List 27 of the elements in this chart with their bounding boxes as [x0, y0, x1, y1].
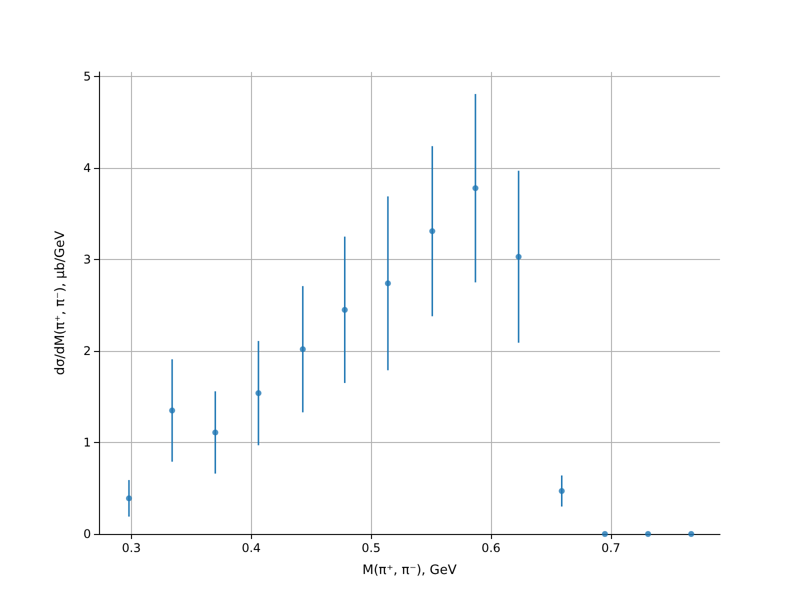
point [516, 254, 522, 260]
x-tick-label: 0.6 [481, 541, 501, 555]
x-tick-label: 0.7 [601, 541, 620, 555]
point [472, 185, 478, 192]
y-tick-label: 3 [83, 252, 91, 267]
y-axis-title: dσ/dM(π⁺, π⁻), μb/GeV [53, 230, 68, 376]
point [384, 280, 391, 286]
x-tick-label: 0.4 [242, 541, 261, 555]
x-tick-label: 0.5 [362, 541, 381, 555]
y-tick-label: 2 [83, 344, 91, 358]
point [688, 531, 694, 537]
point [558, 488, 565, 494]
point [645, 531, 652, 537]
point [429, 228, 436, 234]
point [342, 306, 348, 313]
point [255, 390, 262, 396]
point [126, 495, 132, 502]
y-tick-label: 5 [83, 70, 91, 84]
y-tick-label: 0 [83, 527, 91, 541]
x-tick-label: 0.3 [122, 541, 141, 555]
y-tick-label: 4 [83, 161, 91, 176]
point [169, 407, 176, 414]
point [212, 429, 218, 436]
y-tick-label: 1 [83, 436, 91, 450]
x-axis-title: M(π⁺, π⁻), GeV [362, 563, 457, 578]
point [602, 531, 608, 537]
point [300, 346, 306, 352]
